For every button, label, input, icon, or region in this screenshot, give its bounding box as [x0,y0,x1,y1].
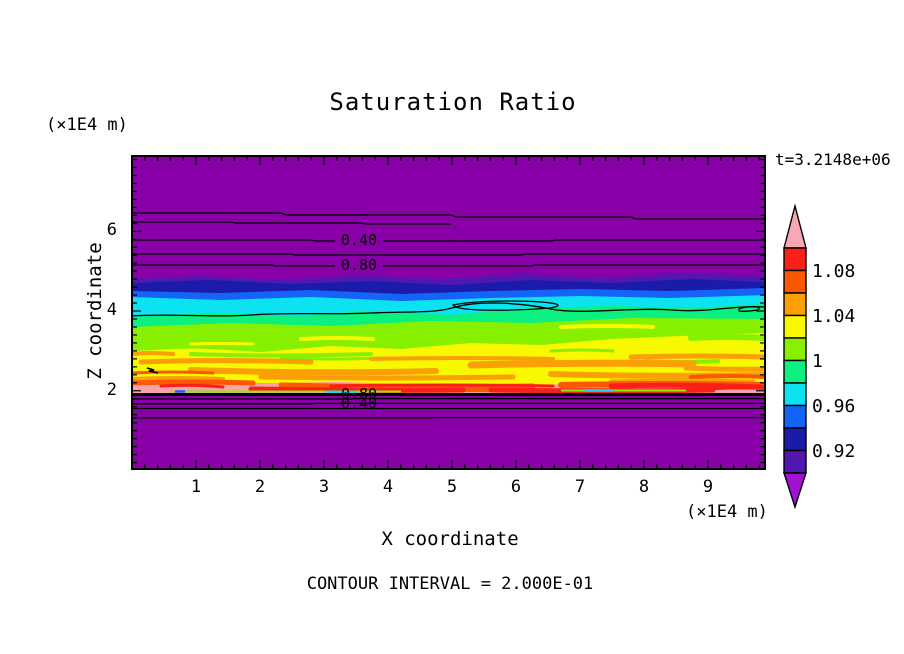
contour-label: 0.40 [341,395,377,413]
y-tick-label: 4 [106,300,117,321]
colorbar-segment [783,337,807,362]
colorbar-over-arrow [783,203,807,249]
colorbar-segments [783,247,807,474]
contour-080-upper [131,264,766,267]
contour-plot: 0.40 0.80 0.80 0.40 [131,155,766,470]
x-axis-title: X coordinate [381,528,519,550]
colorbar-segment [783,404,807,429]
colorbar-segment [783,292,807,317]
colorbar-segment [783,269,807,294]
contour-label: 0.80 [341,256,377,274]
contour-label-group: 0.40 0.80 0.80 0.40 [335,231,383,413]
colorbar-segment [783,427,807,452]
colorbar-tick-label: 1.04 [812,305,856,327]
contour-squiggle [146,367,159,374]
colorbar-segment [783,247,807,272]
x-tick-label: 4 [382,477,394,497]
axis-ticks [132,156,765,469]
x-axis-units-label: (×1E4 m) [686,502,768,522]
x-tick-label: 6 [510,477,522,497]
contour-label: 0.40 [341,231,377,249]
colorbar-tick-label: 1 [812,350,823,372]
colorbar-tick-label: 1.08 [812,260,856,282]
x-tick-label: 7 [574,477,586,497]
colorbar-segment [783,449,807,474]
filled-contour-bands [131,155,766,470]
x-tick-label: 1 [190,477,202,497]
colorbar-segment [783,359,807,384]
chart-title: Saturation Ratio [329,88,577,116]
y-tick-label: 2 [106,379,117,400]
contour-lines [131,212,766,419]
x-tick-label: 9 [702,477,714,497]
colorbar-segment [783,314,807,339]
y-tick-label: 6 [106,220,117,241]
colorbar-tick-label: 0.92 [812,440,856,462]
colorbar-under-arrow [783,472,807,510]
thin-bottom-stripes [171,389,686,394]
plot-frame [131,155,766,470]
yellow-streaks [189,324,655,346]
contour-040-upper [131,239,766,242]
contour-interval-note: CONTOUR INTERVAL = 2.000E-01 [306,574,594,594]
time-annotation: t=3.2148e+06 [775,150,891,169]
contour-label: 0.80 [341,385,377,403]
y-axis-units-label: (×1E4 m) [46,115,128,135]
x-tick-label: 3 [318,477,330,497]
colorbar-segment [783,382,807,407]
colorbar [783,203,807,510]
colorbar-tick-label: 0.96 [812,395,856,417]
x-tick-label: 8 [638,477,650,497]
x-tick-label: 2 [254,477,266,497]
x-tick-label: 5 [446,477,458,497]
